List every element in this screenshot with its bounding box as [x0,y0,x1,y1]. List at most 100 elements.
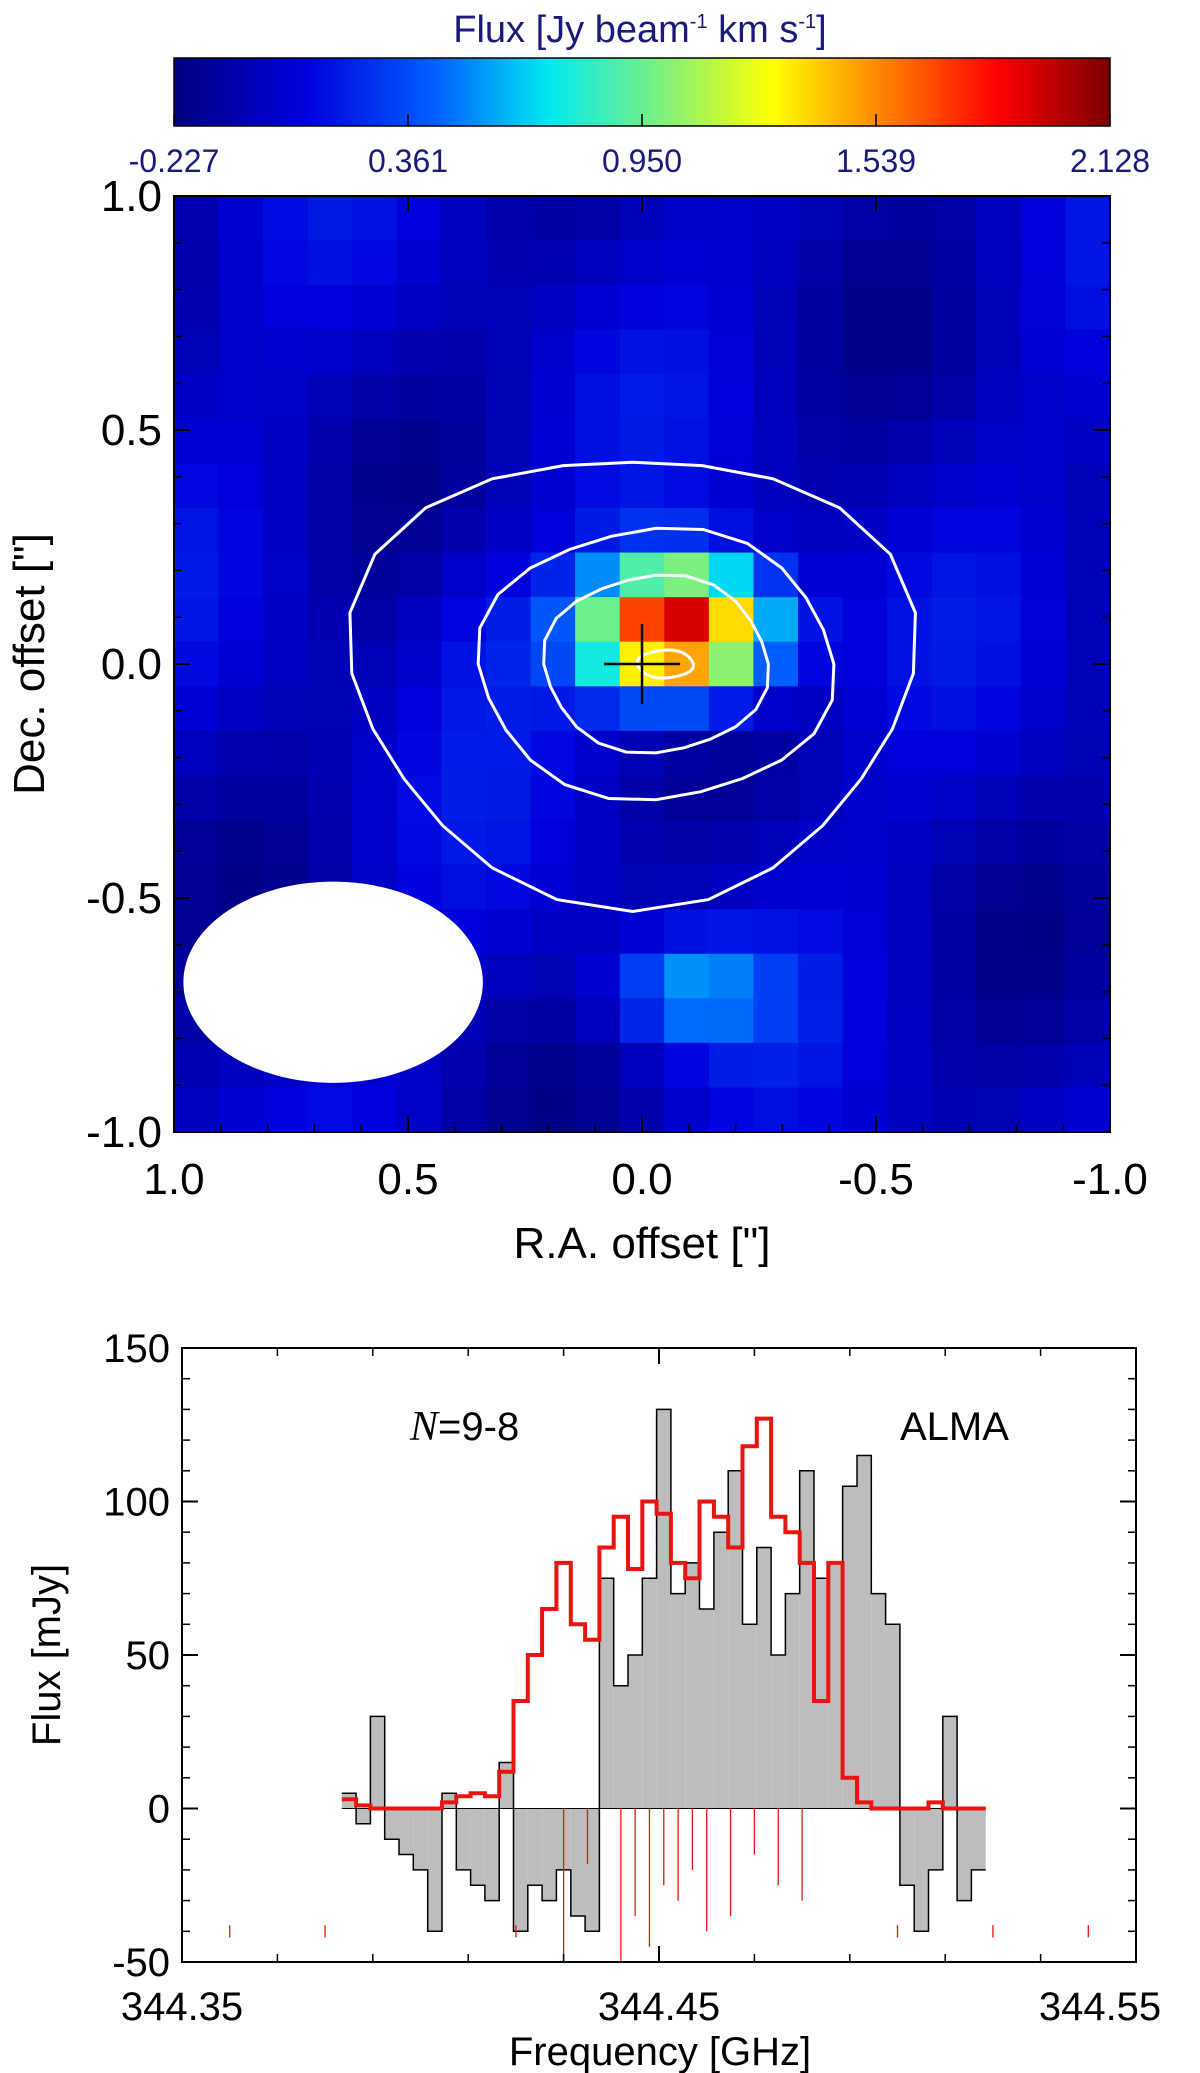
heatmap-cell [798,508,844,554]
heatmap-cell [575,196,621,242]
heatmap-cell [441,1042,487,1089]
heatmap-cell [931,508,977,554]
heatmap-cell [174,374,220,420]
spectrum-histogram-outline [341,1408,986,1933]
spectrum-bar [527,1808,543,1886]
spectrum-bar [871,1593,886,1809]
spectrum-bar [399,1808,414,1855]
heatmap-cell [798,285,844,331]
heatmap-cell [887,463,933,509]
heatmap-cell [753,686,799,732]
heatmap-cell [619,418,665,465]
heatmap-cell [708,1087,755,1133]
heatmap-cell [218,285,264,331]
heatmap-cell [842,329,888,375]
heatmap-cell [530,641,576,687]
heatmap-cell [441,730,487,777]
heatmap-cell [798,641,844,687]
heatmap-cell [664,1087,710,1133]
heatmap-cell [1020,329,1067,375]
heatmap-cell [263,285,309,331]
heatmap-cell [1020,909,1067,955]
heatmap-cell [842,998,888,1044]
spectrum-bar [627,1655,643,1809]
heatmap-cell [174,240,220,286]
heatmap-cell [1065,1087,1111,1133]
spectrum-bar [785,1593,800,1809]
contour-line [348,460,917,914]
heatmap-cell [218,820,264,866]
heatmap-cell [976,909,1022,955]
heatmap-cell [263,418,309,465]
spectrum-panel: 344.35 344.45 344.55 150 100 50 0 -50 Frequency… [25,1327,1161,2073]
colorbar-title: Flux [Jy beam-1 km s-1] [453,9,826,51]
spectrum-bar [356,1808,371,1824]
heatmap-cell [931,463,977,509]
heatmap-cell [263,730,309,777]
heatmap-cell [976,998,1022,1044]
heatmap-cell [619,329,665,375]
heatmap-cell [396,418,443,465]
heatmap-cell [931,418,977,465]
beam-ellipse [183,881,483,1083]
heatmap-cell [307,508,353,554]
heatmap-cell [887,998,933,1044]
heatmap-cell [575,820,621,866]
contour-line [635,648,696,680]
heatmap-cell [1020,552,1067,598]
heatmap-cell [530,240,576,286]
spectrum-y-tick-label: 150 [103,1327,170,1371]
heatmap-cell [931,864,977,910]
heatmap-cell [798,418,844,465]
heatmap-cell [396,1087,443,1133]
heatmap-cell [753,240,799,286]
heatmap-cell [887,418,933,465]
heatmap-cell [174,508,220,554]
spectrum-x-tick-label: 344.35 [121,1985,243,2029]
heatmap-cell [976,730,1022,777]
heatmap-cell [441,864,487,910]
heatmap-cell [486,775,532,821]
heatmap-cell [174,864,220,910]
heatmap-cell [530,508,576,554]
heatmap-cell [664,686,710,732]
spectrum-bar [771,1655,786,1809]
heatmap-cell [486,641,532,687]
heatmap-cell [1065,463,1111,509]
spectrum-bar [456,1808,471,1870]
heatmap-cell [887,196,933,242]
map-x-tick-label: 1.0 [143,1155,204,1204]
heatmap-cell [218,508,264,554]
spectrum-bar [499,1762,514,1809]
spectrum-bar [856,1455,872,1809]
map-y-axis-title: Dec. offset ["] [5,533,54,795]
heatmap-cell [931,909,977,955]
heatmap-cell [1020,775,1067,821]
heatmap-cell [842,285,888,331]
heatmap-cell [307,418,353,465]
map-y-tick-label: 1.0 [101,172,162,221]
heatmap-cell [708,552,755,598]
heatmap-cell [753,1042,799,1089]
heatmap-cell [486,686,532,732]
heatmap-cell [708,641,755,687]
heatmap-cell [575,329,621,375]
heatmap-cell [396,686,443,732]
heatmap-cell [174,418,220,465]
heatmap-cell [619,374,665,420]
heatmap-cell [798,1042,844,1089]
spectrum-bar [542,1808,557,1901]
heatmap-cell [619,240,665,286]
heatmap-cell [753,374,799,420]
heatmap-cell [931,998,977,1044]
spectrum-bar [670,1593,686,1809]
heatmap-cell [708,953,755,999]
heatmap-cell [530,730,576,777]
heatmap-cell [798,240,844,286]
spectrum-bar [427,1808,442,1932]
heatmap-cell [664,329,710,375]
heatmap-cell [842,864,888,910]
heatmap-cell [575,374,621,420]
heatmap-cell [664,285,710,331]
spectrum-x-tick-label: 344.55 [1039,1985,1161,2029]
